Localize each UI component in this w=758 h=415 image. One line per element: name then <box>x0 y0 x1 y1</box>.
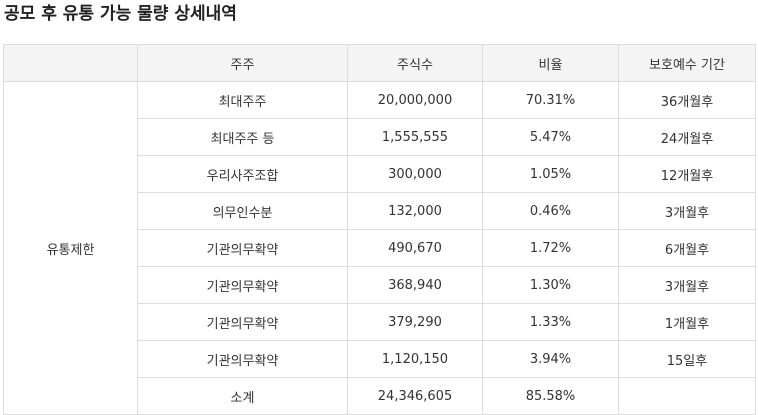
table-row: 우리사주조합 300,000 1.05% 12개월후 <box>4 155 756 193</box>
shares-cell: 368,940 <box>347 266 483 304</box>
holder-cell: 우리사주조합 <box>137 155 348 193</box>
table-row: 유통제한 최대주주 20,000,000 70.31% 36개월후 <box>3 81 756 415</box>
shares-cell: 379,290 <box>347 303 483 341</box>
holder-cell: 최대주주 등 <box>137 118 348 156</box>
table-row: 최대주주 등 1,555,555 5.47% 24개월후 <box>4 118 756 156</box>
table-row: 기관의무확약 379,290 1.33% 1개월후 <box>4 303 756 341</box>
holder-cell: 의무인수분 <box>137 192 348 230</box>
page-title: 공모 후 유통 가능 물량 상세내역 <box>4 4 237 24</box>
table-row: 기관의무확약 490,670 1.72% 6개월후 <box>4 229 756 267</box>
period-cell: 36개월후 <box>618 81 756 119</box>
period-cell: 15일후 <box>618 340 756 378</box>
ratio-cell: 0.46% <box>482 192 619 230</box>
header-ratio: 비율 <box>482 44 619 82</box>
shares-cell: 132,000 <box>347 192 483 230</box>
holder-cell: 기관의무확약 <box>137 303 348 341</box>
header-blank <box>3 44 138 82</box>
holder-cell: 최대주주 <box>137 81 348 119</box>
period-cell: 24개월후 <box>618 118 756 156</box>
ratio-cell: 70.31% <box>482 81 619 119</box>
period-cell <box>618 377 756 415</box>
header-holder: 주주 <box>137 44 348 82</box>
shares-cell: 300,000 <box>347 155 483 193</box>
period-cell: 3개월후 <box>618 192 756 230</box>
period-cell: 1개월후 <box>618 303 756 341</box>
holder-cell: 기관의무확약 <box>137 229 348 267</box>
shares-cell: 1,120,150 <box>347 340 483 378</box>
ratio-cell: 1.72% <box>482 229 619 267</box>
ratio-cell: 85.58% <box>482 377 619 415</box>
period-cell: 3개월후 <box>618 266 756 304</box>
ratio-cell: 1.30% <box>482 266 619 304</box>
holder-cell: 기관의무확약 <box>137 266 348 304</box>
ratio-cell: 1.33% <box>482 303 619 341</box>
group-label: 유통제한 <box>3 81 138 415</box>
table-row: 기관의무확약 1,120,150 3.94% 15일후 <box>4 340 756 378</box>
ratio-cell: 1.05% <box>482 155 619 193</box>
holder-cell: 기관의무확약 <box>137 340 348 378</box>
holder-cell: 소계 <box>137 377 348 415</box>
shares-cell: 24,346,605 <box>347 377 483 415</box>
shares-cell: 20,000,000 <box>347 81 483 119</box>
period-cell: 6개월후 <box>618 229 756 267</box>
header-shares: 주식수 <box>347 44 483 82</box>
ratio-cell: 5.47% <box>482 118 619 156</box>
table-row: 기관의무확약 368,940 1.30% 3개월후 <box>4 266 756 304</box>
period-cell: 12개월후 <box>618 155 756 193</box>
header-lockup-period: 보호예수 기간 <box>618 44 756 82</box>
ratio-cell: 3.94% <box>482 340 619 378</box>
table-row: 의무인수분 132,000 0.46% 3개월후 <box>4 192 756 230</box>
table-row-subtotal: 소계 24,346,605 85.58% <box>4 377 756 415</box>
table-header-row: 주주 주식수 비율 보호예수 기간 <box>3 44 756 82</box>
shares-cell: 1,555,555 <box>347 118 483 156</box>
lockup-table: 주주 주식수 비율 보호예수 기간 유통제한 최대주주 20,000,000 7… <box>3 44 756 415</box>
shares-cell: 490,670 <box>347 229 483 267</box>
